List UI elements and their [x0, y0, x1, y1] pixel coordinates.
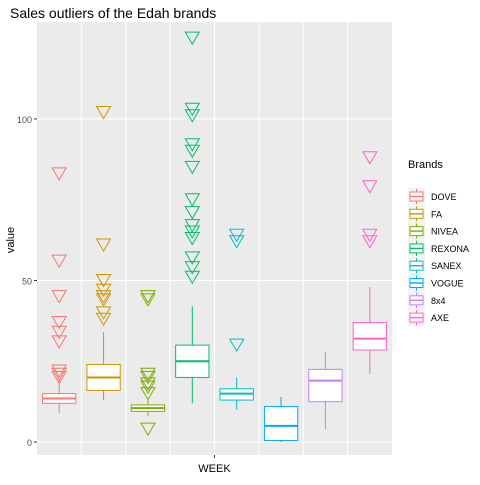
legend-item-axe: AXE [408, 309, 449, 327]
outlier-point [184, 232, 201, 246]
outlier-layer [51, 31, 378, 437]
legend-label: DOVE [431, 192, 457, 202]
outlier-point [184, 160, 201, 175]
outlier-point [184, 206, 201, 220]
outlier-point [184, 109, 201, 123]
outlier-point [95, 290, 112, 304]
legend-title: Brands [408, 159, 443, 171]
box-iqr [352, 322, 387, 351]
legend-items: DOVE FA NIVEA REXONA SANEX VOGUE 8x4 AXE [408, 188, 469, 327]
outlier-point [228, 338, 245, 353]
y-tick-label: 0 [27, 438, 32, 448]
y-tick-label: 100 [17, 115, 32, 125]
box-axe [352, 286, 387, 375]
legend-item-fa: FA [408, 205, 442, 223]
outlier-point [361, 180, 378, 194]
legend-item-8x4: 8x4 [408, 291, 446, 309]
outlier-point [140, 422, 156, 437]
legend-label: 8x4 [431, 296, 446, 306]
x-axis-label: WEEK [198, 463, 231, 475]
outlier-point [140, 377, 156, 391]
outlier-point [95, 312, 112, 327]
outlier-point [184, 193, 201, 207]
legend-item-dove: DOVE [408, 188, 457, 205]
box-rexona [175, 306, 210, 404]
legend: Brands DOVE FA NIVEA REXONA SANEX VOGUE 8x4 AXE [408, 159, 469, 327]
legend-item-vogue: VOGUE [408, 274, 464, 292]
outlier-point [51, 325, 68, 340]
outlier-point [228, 235, 245, 249]
outlier-point [184, 144, 201, 159]
legend-label: AXE [431, 313, 449, 323]
y-axis-label: value [5, 227, 17, 253]
outlier-point [361, 235, 378, 249]
chart-title: Sales outliers of the Edah brands [10, 5, 216, 21]
box-iqr [308, 368, 343, 403]
outlier-point [95, 238, 112, 252]
box-nivea [130, 400, 166, 417]
outlier-point [140, 367, 156, 382]
box-8x4 [308, 351, 343, 430]
outlier-point [95, 274, 112, 288]
outlier-point [51, 167, 68, 181]
legend-label: FA [431, 209, 442, 219]
outlier-point [184, 270, 201, 285]
outlier-point [361, 151, 378, 165]
outlier-point [51, 335, 68, 349]
box-layer [42, 286, 387, 443]
box-vogue [263, 396, 299, 443]
legend-item-rexona: REXONA [408, 239, 469, 257]
outlier-point [140, 387, 156, 401]
legend-item-sanex: SANEX [408, 257, 462, 275]
outlier-point [184, 31, 201, 46]
outlier-point [51, 290, 68, 304]
outlier-point [184, 261, 201, 275]
outlier-point [95, 105, 112, 120]
outlier-point [51, 370, 68, 385]
box-iqr [263, 406, 299, 441]
legend-item-nivea: NIVEA [408, 222, 458, 240]
outlier-point [140, 293, 156, 307]
legend-label: REXONA [431, 244, 469, 254]
box-fa [86, 332, 121, 401]
outlier-point [95, 293, 112, 307]
legend-label: NIVEA [431, 227, 458, 237]
legend-label: SANEX [431, 261, 462, 271]
outlier-point [140, 290, 156, 304]
grid-lines [37, 22, 392, 455]
box-sanex [219, 377, 254, 410]
outlier-point [51, 254, 68, 269]
outlier-point [184, 251, 201, 265]
outlier-point [51, 316, 68, 330]
axis-layer: 0 50 100 [17, 115, 215, 458]
legend-label: VOGUE [431, 279, 464, 289]
outlier-point [51, 367, 68, 382]
y-tick-label: 50 [22, 277, 32, 287]
